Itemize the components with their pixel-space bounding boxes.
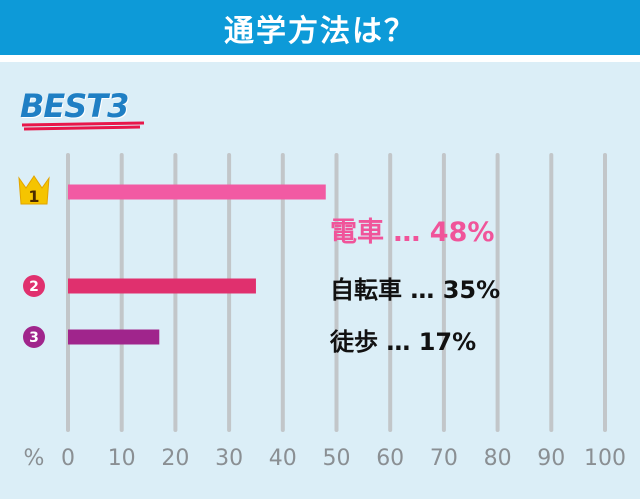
x-tick-label: 60 [376,446,404,471]
number-circle-icon [23,275,45,297]
rank-marker-2: 2 [29,279,39,295]
rank-marker-3: 3 [29,330,39,346]
rank-marker-1: 1 [28,187,39,206]
value-label-1: 電車 … 48% [330,217,495,248]
x-tick-label: 30 [215,446,243,471]
x-tick-label: 20 [161,446,189,471]
bar-1 [68,184,326,200]
bar-3 [68,329,160,345]
x-tick-label: 90 [537,446,565,471]
number-circle-icon [23,326,45,348]
value-label-3: 徒歩 … 17% [330,328,477,356]
x-tick-label: 100 [584,446,626,471]
x-tick-label: 50 [323,446,351,471]
x-tick-label: 80 [484,446,512,471]
x-tick-label: 10 [108,446,136,471]
x-tick-label: 0 [61,446,75,471]
best3-badge: BEST3 [20,87,129,125]
badge-underline [21,121,145,131]
bar-2 [68,278,256,294]
value-label-2: 自転車 … 35% [330,276,501,304]
crown-icon [18,175,50,205]
x-tick-label: 70 [430,446,458,471]
x-unit-label: % [24,446,45,471]
page-title: 通学方法は？ [224,13,416,49]
x-tick-label: 40 [269,446,297,471]
header-bar: 通学方法は？ [0,0,640,55]
